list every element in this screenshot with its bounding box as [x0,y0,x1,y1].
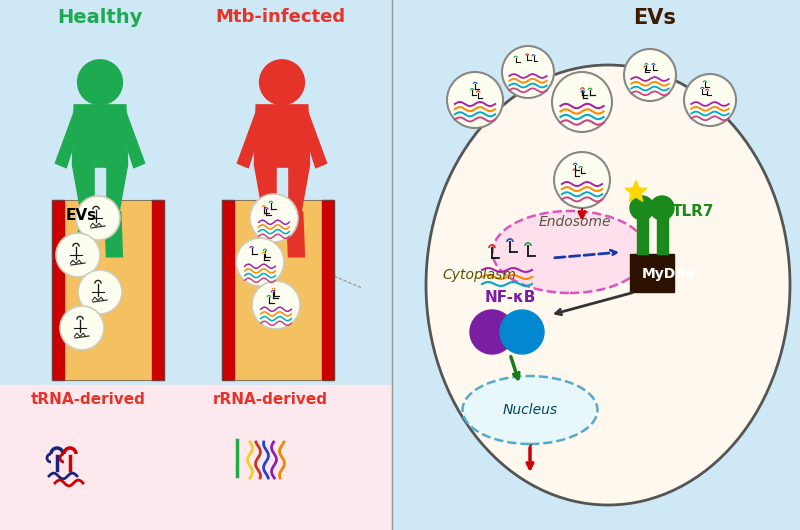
Circle shape [630,196,654,220]
Bar [630,254,674,292]
Ellipse shape [426,65,790,505]
Circle shape [447,72,503,128]
Bar [52,200,164,380]
Polygon shape [73,105,127,213]
Circle shape [236,238,284,286]
Polygon shape [78,213,95,257]
Circle shape [260,60,304,104]
Circle shape [78,60,122,104]
Bar [222,200,334,380]
Bar [322,200,334,380]
Ellipse shape [462,376,598,444]
Text: Cytoplasm: Cytoplasm [442,268,516,282]
Text: rRNA-derived: rRNA-derived [213,392,327,407]
Polygon shape [118,112,144,167]
Text: NF-κB: NF-κB [484,290,536,305]
Circle shape [56,233,100,277]
Circle shape [76,196,120,240]
Polygon shape [238,112,263,167]
Bar [637,214,647,254]
Bar [95,168,105,213]
Polygon shape [301,112,326,167]
Circle shape [684,74,736,126]
Text: Nucleus: Nucleus [502,403,558,417]
Text: tRNA-derived: tRNA-derived [30,392,146,407]
Text: Healthy: Healthy [58,8,142,27]
Circle shape [552,72,612,132]
Text: MyD88: MyD88 [642,267,696,281]
Circle shape [252,281,300,329]
Circle shape [650,196,674,220]
Bar [222,200,334,380]
Text: EVs: EVs [66,208,97,223]
Polygon shape [625,181,647,201]
Circle shape [624,49,676,101]
Text: EVs: EVs [634,8,677,28]
Bar [222,200,234,380]
Polygon shape [56,112,82,167]
Circle shape [502,46,554,98]
Circle shape [470,310,514,354]
Polygon shape [287,213,304,257]
Circle shape [78,270,122,314]
Bar [657,214,667,254]
Text: Mtb-infected: Mtb-infected [215,8,345,26]
Text: Endosome: Endosome [538,215,611,229]
Bar [152,200,164,380]
Polygon shape [105,213,122,257]
Ellipse shape [493,211,647,293]
Bar [0,385,390,530]
Bar [52,200,64,380]
Circle shape [60,306,104,350]
Polygon shape [260,213,277,257]
Text: TLR7: TLR7 [672,205,714,219]
Circle shape [250,194,298,242]
Polygon shape [254,105,309,213]
Bar [277,168,287,213]
Bar [52,200,164,380]
Circle shape [500,310,544,354]
Circle shape [554,152,610,208]
